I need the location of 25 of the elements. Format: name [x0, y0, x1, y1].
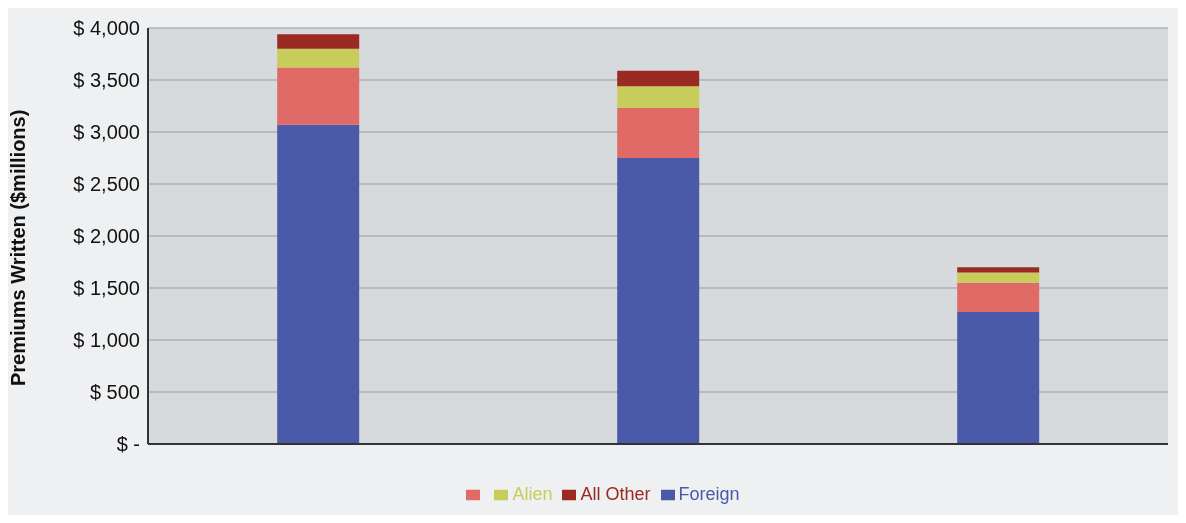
bar: [617, 70, 700, 87]
bar: [617, 86, 700, 109]
bar: [957, 267, 1040, 273]
y-tick-label: $ -: [116, 433, 140, 456]
y-tick-label: $ 2,500: [73, 173, 140, 196]
bar: [617, 158, 700, 444]
bar: [617, 108, 700, 158]
legend-label: Alien: [512, 484, 553, 504]
bar: [277, 34, 360, 49]
bar: [277, 67, 360, 125]
y-tick-label: $ 1,500: [73, 277, 140, 300]
bar: [957, 282, 1040, 312]
y-tick-label: $ 1,000: [73, 329, 140, 352]
y-tick-label: $ 3,500: [73, 69, 140, 92]
bar: [957, 272, 1040, 283]
y-tick-label: $ 2,000: [73, 225, 140, 248]
bar: [957, 311, 1040, 444]
bar: [277, 124, 360, 444]
y-tick-label: $ 3,000: [73, 121, 140, 144]
y-tick-label: $ 4,000: [73, 17, 140, 40]
y-tick-label: $ 500: [89, 381, 140, 404]
legend-label: All Other: [580, 484, 651, 504]
y-axis-title: Premiums Written ($millions): [7, 109, 30, 386]
legend-label: Foreign: [678, 484, 740, 504]
bar: [277, 48, 360, 68]
